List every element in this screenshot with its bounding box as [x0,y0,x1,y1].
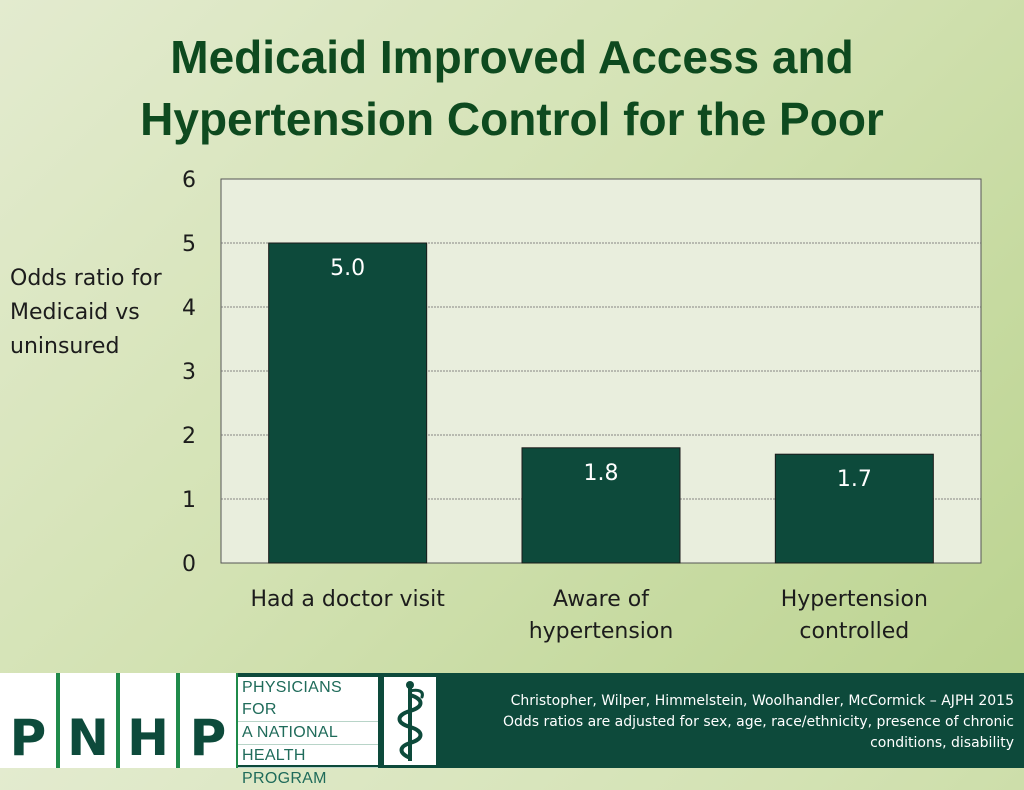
bar-data-label: 1.8 [584,461,619,486]
logo-stripe [176,673,180,768]
citation-line-3: conditions, disability [870,735,1014,751]
logo-stripe [116,673,120,768]
bar-data-label: 5.0 [330,256,365,281]
y-tick-label: 1 [182,488,196,513]
y-tick-label: 2 [182,424,196,449]
footer-bar: P N H P PHYSICIANS FOR A NATIONAL HEALTH… [0,673,1024,787]
logo-word-1: PHYSICIANS FOR [238,677,378,722]
slide-title: Medicaid Improved Access and Hypertensio… [0,26,1024,150]
x-category-label: Had a doctor visit [250,587,445,612]
x-category-label: controlled [799,619,909,644]
logo-word-2: A NATIONAL [238,722,378,745]
caduceus-icon [384,677,436,765]
title-line-1: Medicaid Improved Access and [170,31,854,83]
logo-letter-p1: P [0,673,56,768]
bar-chart: 0 1 2 3 4 5 6 5.0 Had a doctor visit 1.8 Aware of h… [182,168,982,644]
y-axis-label-line-2: Medicaid vs [10,300,140,325]
bar-data-label: 1.7 [837,467,872,492]
y-tick-label: 6 [182,168,196,193]
title-line-2: Hypertension Control for the Poor [140,93,884,145]
logo-wordmark: PHYSICIANS FOR A NATIONAL HEALTH PROGRAM [238,677,378,787]
bar [268,242,428,564]
y-tick-label: 4 [182,296,196,321]
y-tick-label: 0 [182,552,196,577]
x-category-label: Hypertension [781,587,928,612]
y-tick-label: 5 [182,232,196,257]
citation-line-1: Christopher, Wilper, Himmelstein, Woolha… [510,693,1014,709]
logo-word-3: HEALTH [238,745,378,768]
x-category-label: hypertension [529,619,674,644]
bar [521,447,681,564]
logo-letter-p2: P [180,673,236,768]
y-axis-label-line-1: Odds ratio for [10,266,162,291]
y-axis-label-line-3: uninsured [10,334,120,359]
logo-stripe [56,673,60,768]
citation-line-2: Odds ratios are adjusted for sex, age, r… [503,714,1014,730]
logo-stripe [236,673,238,768]
y-axis-label: Odds ratio for Medicaid vs uninsured [10,262,185,364]
citation-text: Christopher, Wilper, Himmelstein, Woolha… [454,691,1014,754]
pnhp-logo: P N H P PHYSICIANS FOR A NATIONAL HEALTH… [0,673,440,787]
y-tick-label: 3 [182,360,196,385]
logo-letter-h: H [120,673,176,768]
logo-letter-n: N [60,673,116,768]
x-category-label: Aware of [553,587,650,612]
bar [774,453,934,564]
logo-word-4: PROGRAM [242,770,327,787]
